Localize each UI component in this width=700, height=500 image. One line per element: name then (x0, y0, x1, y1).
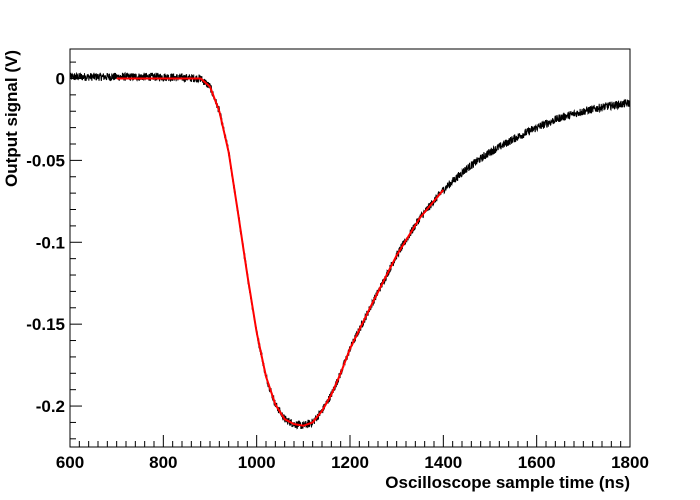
x-tick-label: 1000 (238, 453, 276, 472)
x-tick-label: 600 (56, 453, 84, 472)
series-line-fit (116, 77, 445, 427)
x-tick-label: 1400 (424, 453, 462, 472)
y-tick-label: -0.15 (26, 315, 65, 334)
series-group (69, 71, 631, 430)
x-tick-labels: 600 800 1000 1200 1400 1600 1800 (56, 453, 649, 472)
y-tick-label: -0.2 (36, 397, 65, 416)
y-tick-label: -0.05 (26, 151, 65, 170)
y-tick-labels: 0 -0.05 -0.1 -0.15 -0.2 (26, 69, 65, 416)
x-tick-label: 1600 (518, 453, 556, 472)
x-axis-title: Oscilloscope sample time (ns) (385, 473, 630, 492)
y-tick-label: -0.1 (36, 233, 65, 252)
x-tick-label: 1200 (331, 453, 369, 472)
y-axis-title: Output signal (V) (2, 50, 21, 187)
x-tick-label: 800 (149, 453, 177, 472)
x-tick-label: 1800 (611, 453, 649, 472)
tick-marks (69, 61, 631, 447)
y-tick-label: 0 (56, 69, 65, 88)
